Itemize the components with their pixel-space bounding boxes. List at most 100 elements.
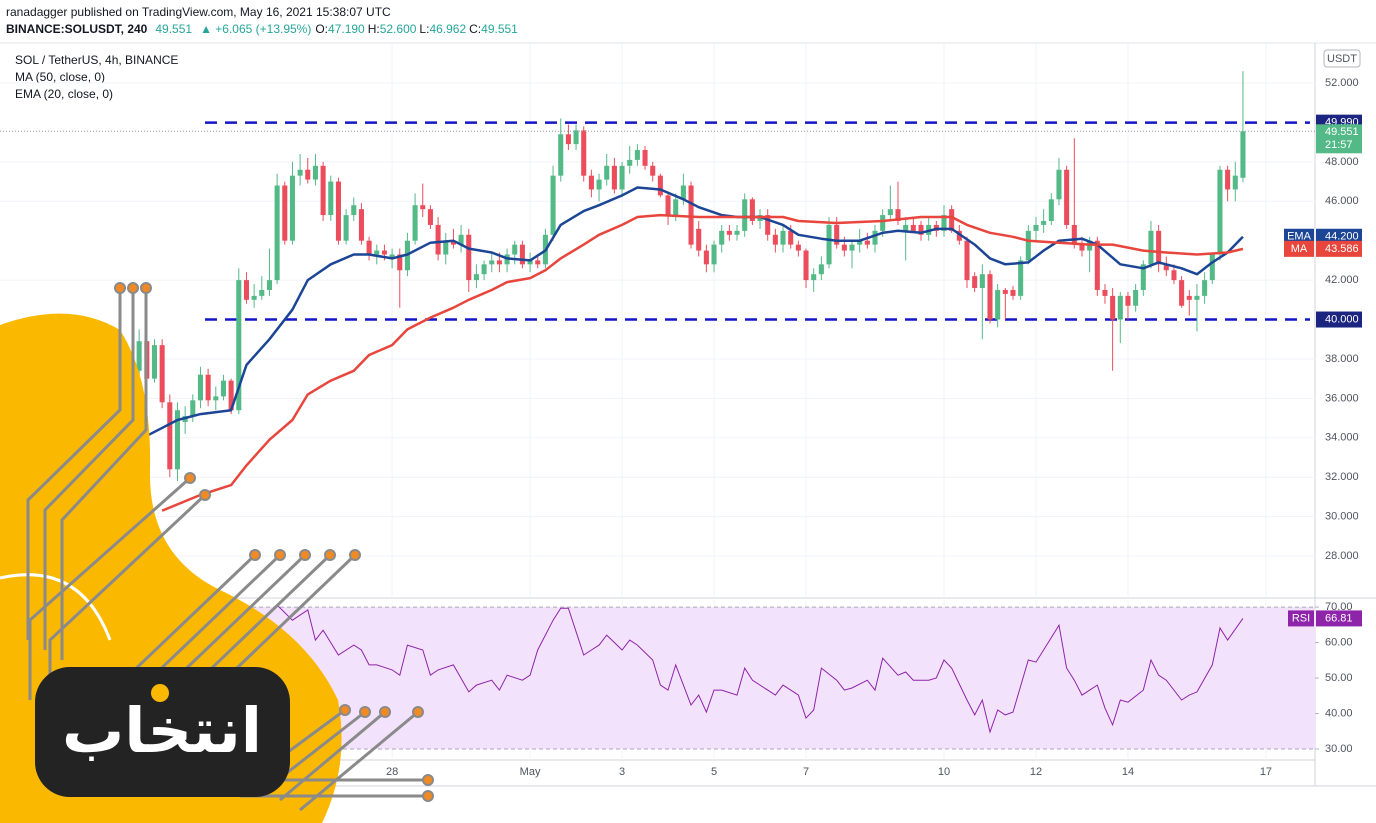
rsi-tick-label: 30.00 — [1325, 743, 1353, 755]
x-tick-label: 10 — [938, 766, 950, 778]
candle-body — [312, 165, 318, 180]
y-tick-label: 32.000 — [1325, 471, 1359, 483]
candle-body — [1102, 289, 1108, 296]
candle-body — [849, 244, 855, 251]
candle-body — [1133, 289, 1139, 306]
price-badge-box — [1316, 124, 1362, 154]
watermark-curve — [0, 573, 112, 641]
candle-body — [243, 280, 249, 300]
rsi-tick-label: 70.00 — [1325, 601, 1353, 613]
x-tick-label: 28 — [386, 766, 398, 778]
ohlc-value: 46.962 — [429, 22, 466, 36]
candle-body — [558, 134, 564, 176]
symbol-line: BINANCE:SOLUSDT, 240 49.551 ▲ +6.065 (+13.… — [6, 22, 518, 36]
candle-body — [1010, 289, 1016, 296]
candle-body — [880, 215, 886, 231]
candle-body — [1156, 230, 1162, 265]
candle-body — [665, 195, 671, 216]
candle-body — [1002, 289, 1008, 294]
y-tick-label: 38.000 — [1325, 353, 1359, 365]
series-title: SOL / TetherUS, 4h, BINANCE — [15, 53, 178, 67]
candle-body — [167, 402, 173, 470]
badge-name: EMA — [1287, 231, 1312, 243]
candle-body — [289, 175, 295, 241]
x-tick-label: 7 — [803, 766, 809, 778]
x-tick-label: 17 — [1260, 766, 1272, 778]
candle-body — [236, 280, 242, 411]
price-badge-countdown: 21:57 — [1325, 139, 1353, 151]
candle-body — [1117, 295, 1123, 320]
y-tick-label: 46.000 — [1325, 195, 1359, 207]
candle-body — [397, 254, 403, 271]
watermark: انتخاب — [0, 282, 434, 823]
rsi-badge-box — [1316, 610, 1362, 627]
candle-body — [673, 199, 679, 216]
candle-body — [351, 205, 357, 216]
ohlc-value: 52.600 — [380, 22, 417, 36]
candle-body — [358, 209, 364, 241]
watermark-box — [35, 667, 290, 797]
y-tick-label: 34.000 — [1325, 432, 1359, 444]
candle-body — [473, 274, 479, 281]
candle-body — [903, 224, 909, 231]
x-tick-label: 12 — [1030, 766, 1042, 778]
rsi-tick-label: 40.00 — [1325, 707, 1353, 719]
change: ▲ +6.065 (+13.95%) — [200, 22, 311, 36]
candle-body — [190, 400, 196, 417]
y-tick-label: 52.000 — [1325, 77, 1359, 89]
rsi-tick-label: 60.00 — [1325, 636, 1353, 648]
candle-body — [688, 185, 694, 245]
candle-body — [857, 240, 863, 245]
candle-body — [489, 260, 495, 265]
candle-body — [366, 240, 372, 255]
rsi-line — [276, 604, 1244, 734]
candle-body — [282, 185, 288, 241]
candle-body — [389, 254, 395, 259]
badge-box — [1316, 240, 1362, 257]
rsi-badge-name-box — [1288, 610, 1314, 627]
candle-body — [251, 295, 257, 300]
badge-value: 44.200 — [1325, 231, 1359, 243]
candle-body — [420, 205, 426, 210]
candle-body — [527, 260, 533, 265]
rsi-tick-label: 50.00 — [1325, 672, 1353, 684]
candle-body — [496, 260, 502, 265]
candle-body — [335, 181, 341, 241]
candle-body — [841, 244, 847, 251]
candle-body — [772, 234, 778, 245]
last-price: 49.551 — [155, 22, 192, 36]
ma-line — [146, 186, 1244, 437]
candle-body — [550, 175, 556, 235]
candle-body — [259, 289, 265, 296]
candle-body — [979, 274, 985, 288]
indicator-legend: EMA (20, close, 0) — [15, 87, 113, 101]
level-badge-box — [1316, 311, 1362, 328]
candle-body — [1048, 199, 1054, 221]
candle-body — [450, 240, 456, 245]
candle-body — [1064, 169, 1070, 225]
badge-box — [1316, 228, 1362, 245]
x-tick-label: 14 — [1122, 766, 1134, 778]
candle-body — [956, 230, 962, 241]
candle-body — [519, 244, 525, 265]
candle-body — [795, 244, 801, 251]
ma-line — [161, 213, 1244, 512]
candle-body — [1232, 175, 1238, 190]
candle-body — [573, 130, 579, 145]
ohlc-value: 47.190 — [328, 22, 365, 36]
candle-body — [1071, 224, 1077, 245]
candle-body — [1041, 220, 1047, 225]
candle-body — [604, 165, 610, 180]
candle-body — [197, 374, 203, 401]
indicator-legend: MA (50, close, 0) — [15, 70, 105, 84]
candle-body — [811, 274, 817, 281]
badge-name: MA — [1291, 243, 1308, 255]
candle-body — [381, 250, 387, 255]
candle-body — [596, 179, 602, 190]
candle-body — [964, 240, 970, 281]
candle-body — [481, 264, 487, 275]
candle-body — [588, 175, 594, 190]
candle-body — [1225, 169, 1231, 190]
candle-body — [297, 169, 303, 176]
candle-body — [1148, 230, 1154, 265]
